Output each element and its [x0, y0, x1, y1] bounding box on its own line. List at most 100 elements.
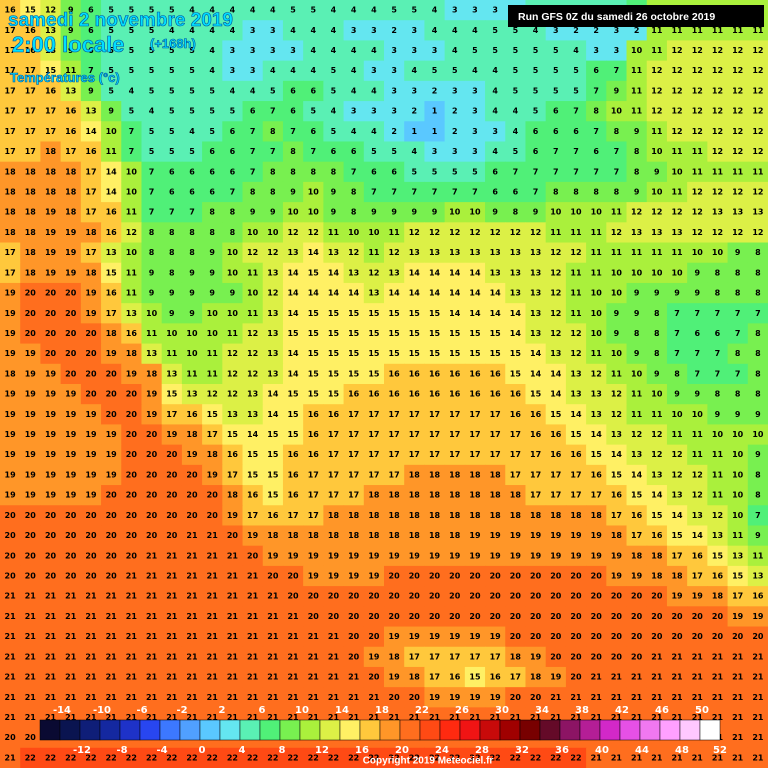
temperature-cell	[384, 121, 405, 142]
temperature-value: 9	[371, 208, 377, 217]
temperature-cell	[121, 485, 142, 506]
temperature-value: 20	[409, 592, 421, 601]
temperature-value: 5	[108, 26, 114, 35]
temperature-cell	[20, 222, 41, 244]
temperature-value: 11	[146, 329, 158, 338]
temperature-cell	[202, 60, 223, 82]
temperature-value: 21	[591, 673, 603, 682]
temperature-cell	[586, 404, 607, 425]
temperature-cell	[303, 40, 324, 62]
temperature-value: 4	[513, 107, 519, 116]
temperature-value: 7	[189, 208, 195, 217]
legend-swatch	[599, 719, 621, 741]
temperature-cell	[363, 222, 385, 244]
temperature-value: 20	[166, 450, 178, 459]
temperature-cell	[747, 141, 768, 163]
temperature-cell	[404, 404, 425, 425]
temperature-value: 5	[270, 86, 276, 95]
temperature-value: 20	[651, 612, 663, 621]
temperature-value: 19	[25, 470, 37, 479]
temperature-value: 5	[169, 127, 175, 136]
temperature-value: 20	[65, 309, 77, 318]
temperature-cell	[606, 687, 628, 708]
temperature-value: 13	[692, 511, 703, 520]
temperature-value: 11	[570, 309, 582, 318]
temperature-value: 17	[207, 430, 218, 439]
temperature-value: 10	[449, 208, 461, 217]
temperature-value: 20	[530, 592, 542, 601]
temperature-cell	[101, 202, 122, 223]
temperature-value: 20	[126, 450, 138, 459]
temperature-cell	[101, 384, 122, 405]
temperature-value: 19	[490, 531, 502, 540]
temperature-value: 9	[634, 349, 640, 358]
temperature-value: 13	[570, 369, 581, 378]
temperature-cell	[303, 384, 324, 405]
temperature-value: 21	[692, 673, 704, 682]
temperature-value: 21	[65, 673, 77, 682]
temperature-cell	[60, 161, 82, 183]
temperature-cell	[505, 666, 526, 688]
temperature-value: 8	[755, 329, 761, 338]
temperature-value: 17	[429, 410, 440, 419]
temperature-value: 5	[513, 86, 519, 95]
temperature-cell	[363, 262, 385, 284]
temperature-cell	[404, 666, 425, 688]
temperature-cell	[505, 121, 526, 142]
temperature-value: 10	[651, 390, 663, 399]
temperature-value: 17	[429, 430, 440, 439]
temperature-value: 20	[651, 632, 663, 641]
temperature-value: 11	[732, 26, 744, 35]
temperature-value: 4	[209, 66, 215, 75]
temperature-cell	[181, 282, 203, 304]
temperature-cell	[626, 121, 648, 142]
temperature-cell	[161, 505, 183, 526]
temperature-value: 5	[189, 86, 195, 95]
temperature-cell	[202, 40, 223, 62]
temperature-value: 21	[429, 713, 441, 722]
temperature-cell	[485, 141, 506, 163]
temperature-value: 12	[227, 349, 238, 358]
temperature-value: 6	[189, 188, 195, 197]
temperature-value: 12	[712, 228, 723, 237]
temperature-value: 12	[712, 86, 723, 95]
temperature-cell	[101, 747, 122, 768]
temperature-value: 21	[25, 652, 37, 661]
temperature-value: 21	[671, 673, 683, 682]
temperature-value: 6	[169, 167, 175, 176]
temperature-value: 13	[267, 349, 278, 358]
temperature-value: 18	[5, 167, 17, 176]
temperature-cell	[444, 687, 466, 708]
temperature-value: 19	[469, 632, 481, 641]
temperature-cell	[525, 121, 547, 142]
temperature-cell	[121, 40, 142, 62]
temperature-cell	[404, 202, 425, 223]
temperature-value: 11	[247, 309, 259, 318]
temperature-cell	[262, 0, 284, 21]
temperature-cell	[727, 101, 749, 122]
temperature-value: 12	[651, 450, 662, 459]
temperature-value: 20	[45, 551, 57, 560]
temperature-cell	[646, 525, 668, 547]
temperature-cell	[121, 747, 142, 768]
temperature-cell	[20, 545, 41, 567]
temperature-cell	[0, 565, 21, 587]
temperature-value: 13	[368, 289, 379, 298]
temperature-value: 8	[735, 268, 741, 277]
temperature-cell	[242, 343, 264, 365]
temperature-value: 12	[247, 329, 258, 338]
temperature-value: 14	[449, 268, 461, 277]
temperature-cell	[202, 404, 223, 425]
temperature-value: 12	[712, 127, 723, 136]
temperature-value: 16	[510, 410, 522, 419]
temperature-cell	[121, 181, 142, 203]
temperature-cell	[20, 101, 41, 122]
temperature-value: 22	[25, 753, 36, 762]
temperature-cell	[303, 222, 324, 244]
temperature-value: 20	[591, 572, 603, 581]
temperature-value: 12	[267, 248, 278, 257]
temperature-value: 17	[510, 450, 521, 459]
temperature-cell	[384, 525, 405, 547]
legend-swatch	[539, 719, 561, 741]
temperature-cell	[687, 545, 708, 567]
